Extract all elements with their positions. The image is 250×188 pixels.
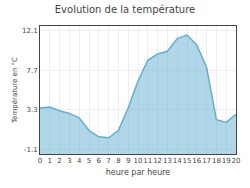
svg-text:14: 14 — [173, 157, 182, 165]
svg-text:9: 9 — [126, 157, 130, 165]
svg-text:11: 11 — [143, 157, 152, 165]
svg-text:13: 13 — [163, 157, 172, 165]
svg-text:-1.1: -1.1 — [24, 146, 38, 154]
svg-text:16: 16 — [192, 157, 201, 165]
svg-text:2: 2 — [57, 157, 61, 165]
svg-text:15: 15 — [183, 157, 192, 165]
svg-text:0: 0 — [38, 157, 42, 165]
svg-text:1: 1 — [48, 157, 52, 165]
svg-text:20: 20 — [232, 157, 241, 165]
svg-text:18: 18 — [212, 157, 221, 165]
svg-text:7: 7 — [106, 157, 110, 165]
svg-text:Température en °C: Température en °C — [11, 57, 19, 124]
svg-text:heure par heure: heure par heure — [106, 168, 171, 177]
svg-text:12: 12 — [153, 157, 162, 165]
svg-text:3: 3 — [67, 157, 71, 165]
svg-text:17: 17 — [202, 157, 211, 165]
svg-text:3.3: 3.3 — [26, 106, 37, 114]
svg-text:12.1: 12.1 — [22, 27, 38, 35]
svg-text:Evolution de la température: Evolution de la température — [55, 4, 195, 15]
svg-text:8: 8 — [116, 157, 120, 165]
svg-text:19: 19 — [222, 157, 231, 165]
svg-text:6: 6 — [97, 157, 102, 165]
svg-text:4: 4 — [77, 157, 82, 165]
svg-text:10: 10 — [134, 157, 143, 165]
svg-text:7.7: 7.7 — [26, 67, 37, 75]
svg-text:5: 5 — [87, 157, 91, 165]
